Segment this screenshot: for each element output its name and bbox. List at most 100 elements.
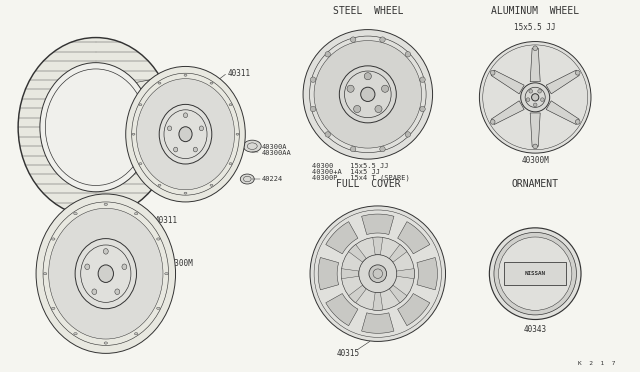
Circle shape xyxy=(405,132,411,137)
Ellipse shape xyxy=(52,307,55,310)
Circle shape xyxy=(532,94,539,101)
Polygon shape xyxy=(397,269,414,279)
Text: ORNAMENT: ORNAMENT xyxy=(512,179,559,189)
Polygon shape xyxy=(326,294,358,326)
Text: 15x5.5 JJ: 15x5.5 JJ xyxy=(515,23,556,32)
Circle shape xyxy=(380,37,385,42)
Polygon shape xyxy=(389,285,407,303)
Text: 40300+A: 40300+A xyxy=(173,96,205,105)
Circle shape xyxy=(575,70,580,75)
Text: 40300AA: 40300AA xyxy=(261,150,291,156)
Bar xyxy=(504,262,566,285)
Ellipse shape xyxy=(104,203,108,205)
Ellipse shape xyxy=(184,192,187,194)
Polygon shape xyxy=(530,113,540,147)
Circle shape xyxy=(490,228,581,320)
Circle shape xyxy=(494,232,577,315)
Text: 40343: 40343 xyxy=(524,325,547,334)
Ellipse shape xyxy=(75,238,136,309)
Ellipse shape xyxy=(92,289,97,295)
Ellipse shape xyxy=(104,342,108,344)
Text: 40300A: 40300A xyxy=(261,144,287,150)
Circle shape xyxy=(490,70,495,75)
Polygon shape xyxy=(362,313,394,333)
Circle shape xyxy=(533,103,537,107)
Circle shape xyxy=(354,105,361,113)
Ellipse shape xyxy=(115,289,120,295)
Ellipse shape xyxy=(199,126,204,131)
Text: 40300M: 40300M xyxy=(166,259,193,268)
Circle shape xyxy=(380,146,385,152)
Ellipse shape xyxy=(44,273,47,275)
Text: K  2  1  7: K 2 1 7 xyxy=(578,361,616,366)
Ellipse shape xyxy=(52,238,55,240)
Ellipse shape xyxy=(173,147,178,152)
Ellipse shape xyxy=(18,38,173,217)
Polygon shape xyxy=(530,48,540,82)
Circle shape xyxy=(479,42,591,153)
Text: 40300+A  14x5 JJ: 40300+A 14x5 JJ xyxy=(312,169,380,175)
Circle shape xyxy=(490,119,495,124)
Ellipse shape xyxy=(229,163,232,165)
Ellipse shape xyxy=(136,78,234,190)
Ellipse shape xyxy=(104,248,108,254)
Circle shape xyxy=(364,73,371,80)
Circle shape xyxy=(310,206,445,341)
Circle shape xyxy=(499,237,572,310)
Ellipse shape xyxy=(158,184,161,186)
Ellipse shape xyxy=(184,74,187,76)
Text: 40311: 40311 xyxy=(227,69,250,78)
Polygon shape xyxy=(341,269,359,279)
Ellipse shape xyxy=(229,104,232,106)
Circle shape xyxy=(533,46,538,51)
Circle shape xyxy=(310,106,316,112)
Polygon shape xyxy=(318,257,339,290)
Circle shape xyxy=(526,98,530,102)
Ellipse shape xyxy=(210,82,213,84)
Circle shape xyxy=(361,87,375,102)
Circle shape xyxy=(339,66,396,123)
Circle shape xyxy=(375,105,382,113)
Circle shape xyxy=(420,106,425,112)
Ellipse shape xyxy=(139,104,142,106)
Ellipse shape xyxy=(210,184,213,186)
Ellipse shape xyxy=(109,324,123,334)
Polygon shape xyxy=(417,257,437,290)
Circle shape xyxy=(325,132,330,137)
Text: STEEL  WHEEL: STEEL WHEEL xyxy=(333,6,403,16)
Text: 40300P   15x4 T (SPARE): 40300P 15x4 T (SPARE) xyxy=(312,175,410,181)
Ellipse shape xyxy=(236,133,239,135)
Ellipse shape xyxy=(193,147,197,152)
Polygon shape xyxy=(389,244,407,262)
Circle shape xyxy=(575,119,580,124)
Ellipse shape xyxy=(157,238,160,240)
Ellipse shape xyxy=(184,113,188,118)
Ellipse shape xyxy=(74,333,77,335)
Polygon shape xyxy=(349,285,366,303)
Circle shape xyxy=(359,255,397,293)
Text: 40315: 40315 xyxy=(337,349,360,358)
Ellipse shape xyxy=(179,127,192,142)
Text: 40300M: 40300M xyxy=(522,155,549,164)
Text: 40224: 40224 xyxy=(261,176,282,182)
Ellipse shape xyxy=(36,194,175,353)
Text: 40312M: 40312M xyxy=(171,75,198,84)
Circle shape xyxy=(521,83,550,112)
Ellipse shape xyxy=(164,273,168,275)
Circle shape xyxy=(420,77,425,82)
Text: ALUMINUM  WHEEL: ALUMINUM WHEEL xyxy=(491,6,579,16)
Circle shape xyxy=(351,146,356,152)
Ellipse shape xyxy=(98,265,113,282)
Text: 40300: 40300 xyxy=(173,90,196,99)
Ellipse shape xyxy=(122,264,127,270)
Ellipse shape xyxy=(40,62,152,192)
Text: 40311: 40311 xyxy=(155,217,178,225)
Circle shape xyxy=(310,77,316,82)
Circle shape xyxy=(369,265,387,282)
Text: 40300    15x5.5 JJ: 40300 15x5.5 JJ xyxy=(312,163,388,169)
Ellipse shape xyxy=(74,212,77,215)
Polygon shape xyxy=(397,222,430,254)
Ellipse shape xyxy=(84,264,90,270)
Ellipse shape xyxy=(158,82,161,84)
Ellipse shape xyxy=(132,133,135,135)
